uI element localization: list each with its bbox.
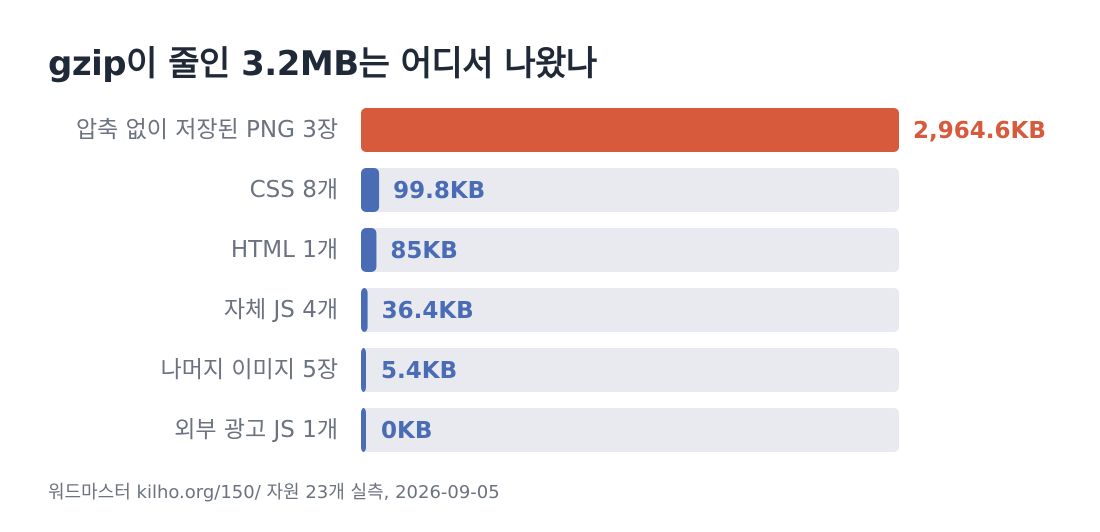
bar-row: 자체 JS 4개 36.4KB bbox=[224, 288, 899, 332]
category-label: 외부 광고 JS 1개 bbox=[174, 417, 338, 443]
bar bbox=[361, 228, 377, 272]
bar-row: CSS 8개 99.8KB bbox=[250, 168, 899, 212]
value-label: 85KB bbox=[390, 238, 457, 264]
category-label: CSS 8개 bbox=[250, 177, 338, 203]
category-label: 압축 없이 저장된 PNG 3장 bbox=[76, 117, 338, 143]
bar-track bbox=[361, 168, 899, 212]
bar bbox=[361, 168, 380, 212]
bar-track bbox=[361, 408, 899, 452]
value-label: 5.4KB bbox=[381, 358, 457, 384]
bar-row: 외부 광고 JS 1개 0KB bbox=[174, 408, 899, 452]
bar bbox=[361, 108, 899, 152]
bar-row: 압축 없이 저장된 PNG 3장 2,964.6KB bbox=[76, 108, 1046, 152]
value-label: 99.8KB bbox=[393, 178, 485, 204]
category-label: HTML 1개 bbox=[231, 237, 338, 263]
bar-track bbox=[361, 348, 899, 392]
bar bbox=[361, 348, 366, 392]
bar-track bbox=[361, 288, 899, 332]
bar-row: HTML 1개 85KB bbox=[231, 228, 899, 272]
bar-row: 나머지 이미지 5장 5.4KB bbox=[161, 348, 899, 392]
category-label: 자체 JS 4개 bbox=[224, 297, 338, 323]
chart-title: gzip이 줄인 3.2MB는 어디서 나왔나 bbox=[48, 44, 597, 84]
bar bbox=[361, 288, 368, 332]
value-label: 2,964.6KB bbox=[913, 118, 1046, 144]
category-label: 나머지 이미지 5장 bbox=[161, 357, 338, 383]
source-note: 워드마스터 kilho.org/150/ 자원 23개 실측, 2026-09-… bbox=[48, 482, 500, 503]
value-label: 0KB bbox=[381, 418, 432, 444]
bar bbox=[361, 408, 366, 452]
value-label: 36.4KB bbox=[382, 298, 474, 324]
bar-track bbox=[361, 228, 899, 272]
